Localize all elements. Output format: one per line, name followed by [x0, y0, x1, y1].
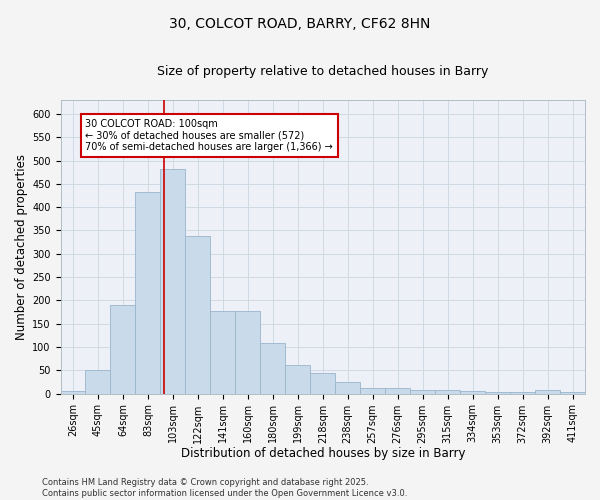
Bar — [260, 344, 285, 394]
Text: 30 COLCOT ROAD: 100sqm
← 30% of detached houses are smaller (572)
70% of semi-de: 30 COLCOT ROAD: 100sqm ← 30% of detached… — [85, 118, 333, 152]
X-axis label: Distribution of detached houses by size in Barry: Distribution of detached houses by size … — [181, 447, 465, 460]
Bar — [136, 192, 160, 394]
Bar — [510, 392, 535, 394]
Text: Contains HM Land Registry data © Crown copyright and database right 2025.
Contai: Contains HM Land Registry data © Crown c… — [42, 478, 407, 498]
Bar — [410, 390, 435, 394]
Bar — [285, 364, 310, 394]
Bar — [110, 305, 136, 394]
Y-axis label: Number of detached properties: Number of detached properties — [15, 154, 28, 340]
Bar — [185, 236, 211, 394]
Bar — [485, 392, 510, 394]
Bar — [310, 372, 335, 394]
Bar — [211, 310, 235, 394]
Bar — [360, 388, 385, 394]
Bar — [61, 392, 85, 394]
Text: 30, COLCOT ROAD, BARRY, CF62 8HN: 30, COLCOT ROAD, BARRY, CF62 8HN — [169, 18, 431, 32]
Bar — [460, 392, 485, 394]
Bar — [535, 390, 560, 394]
Bar — [85, 370, 110, 394]
Title: Size of property relative to detached houses in Barry: Size of property relative to detached ho… — [157, 65, 488, 78]
Bar — [385, 388, 410, 394]
Bar — [235, 310, 260, 394]
Bar — [160, 168, 185, 394]
Bar — [335, 382, 360, 394]
Bar — [560, 392, 585, 394]
Bar — [435, 390, 460, 394]
